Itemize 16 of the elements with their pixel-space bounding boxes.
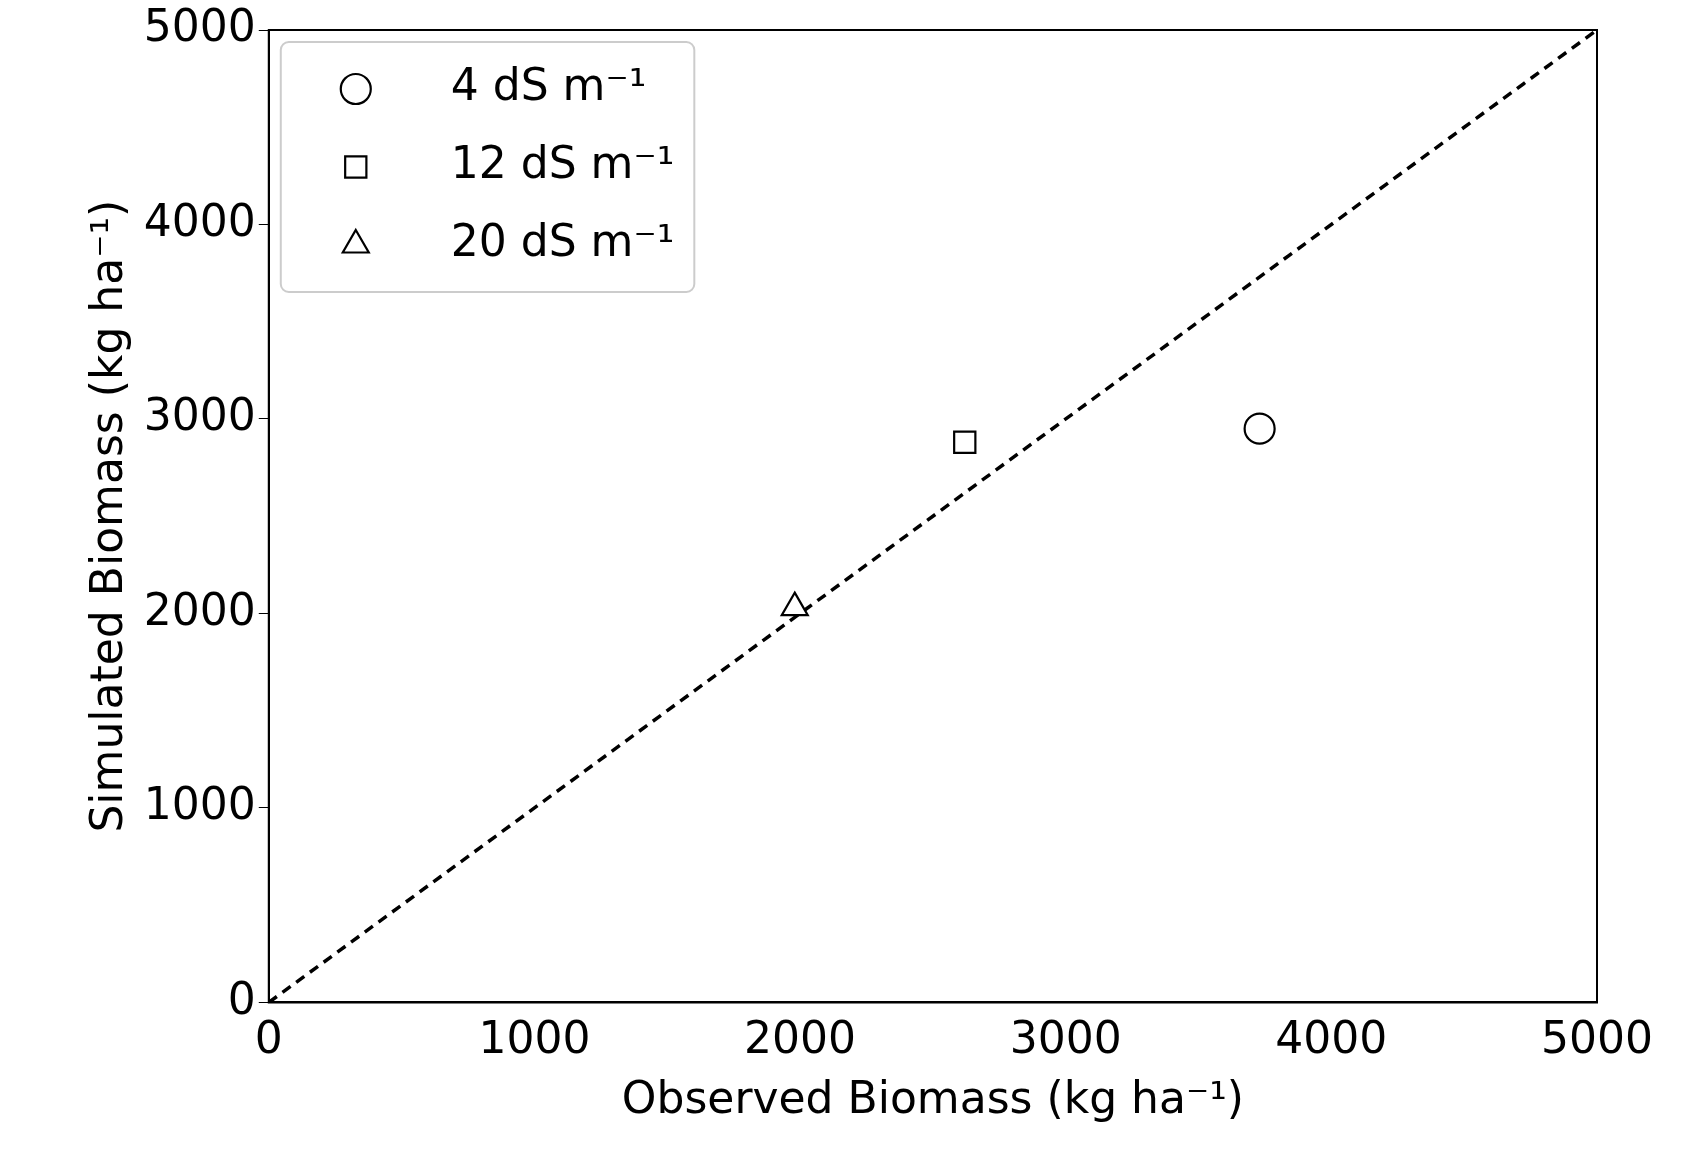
x-tick-label: 2000 <box>744 1012 857 1064</box>
x-tick-label: 5000 <box>1541 1012 1653 1064</box>
y-tick-label: 0 <box>227 972 256 1024</box>
y-axis-title: Simulated Biomass (kg ha⁻¹) <box>80 199 132 833</box>
legend-label: 20 dS m⁻¹ <box>450 215 675 267</box>
legend-label: 4 dS m⁻¹ <box>450 59 647 111</box>
x-tick-label: 4000 <box>1275 1012 1388 1064</box>
x-tick-label: 3000 <box>1009 1012 1122 1064</box>
legend-label: 12 dS m⁻¹ <box>450 137 675 189</box>
y-tick-label: 4000 <box>143 194 256 246</box>
y-tick-label: 3000 <box>143 389 256 441</box>
y-tick-label: 2000 <box>143 583 256 635</box>
y-tick-label: 5000 <box>143 0 256 52</box>
y-tick-label: 1000 <box>143 778 256 830</box>
x-tick-label: 1000 <box>478 1012 591 1064</box>
x-axis-title: Observed Biomass (kg ha⁻¹) <box>621 1072 1244 1124</box>
